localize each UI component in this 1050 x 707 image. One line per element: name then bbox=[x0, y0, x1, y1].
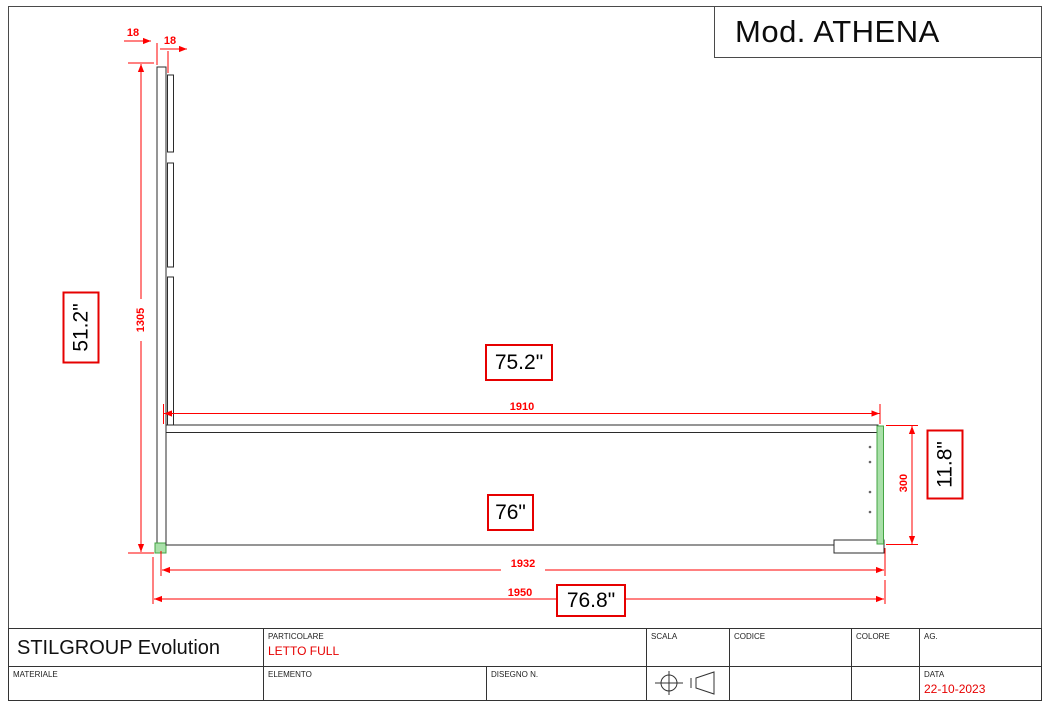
data-cell: DATA 22-10-2023 bbox=[919, 666, 1041, 700]
headboard-slat-bottom bbox=[167, 276, 174, 426]
dim-box-75-2in: 75.2" bbox=[485, 344, 553, 381]
dim-label-300: 300 bbox=[898, 473, 910, 493]
bed-base bbox=[165, 424, 885, 554]
right-leg bbox=[833, 539, 885, 554]
company-cell: STILGROUP Evolution bbox=[9, 629, 263, 666]
headboard-slat-top bbox=[167, 74, 174, 153]
dim-label-1932: 1932 bbox=[501, 557, 545, 571]
scala-label: SCALA bbox=[651, 632, 678, 641]
data-value: 22-10-2023 bbox=[924, 682, 986, 696]
projection-symbol-icon bbox=[655, 671, 715, 695]
colore-label: COLORE bbox=[856, 632, 890, 641]
colore-cell: COLORE bbox=[851, 629, 919, 666]
dim-box-76in: 76" bbox=[487, 494, 534, 531]
empty-cell-1 bbox=[729, 666, 851, 700]
elemento-cell: ELEMENTO bbox=[263, 666, 486, 700]
dim-box-76-8in: 76.8" bbox=[556, 584, 626, 617]
model-title: Mod. ATHENA bbox=[735, 14, 940, 49]
dim-label-18-right: 18 bbox=[163, 35, 177, 47]
dim-box-11-8in: 11.8" bbox=[926, 429, 964, 500]
ag-label: AG. bbox=[924, 632, 938, 641]
headboard-slat-middle bbox=[167, 162, 174, 268]
end-panel-green bbox=[876, 425, 884, 545]
materiale-cell: MATERIALE bbox=[9, 666, 263, 700]
codice-label: CODICE bbox=[734, 632, 766, 641]
title-block: STILGROUP Evolution PARTICOLARE LETTO FU… bbox=[8, 628, 1042, 701]
particolare-value: LETTO FULL bbox=[268, 644, 340, 658]
screw-hole bbox=[868, 510, 872, 514]
materiale-label: MATERIALE bbox=[13, 670, 58, 679]
screw-hole bbox=[868, 460, 872, 464]
dim-box-51-2in: 51.2" bbox=[62, 291, 100, 364]
ag-cell: AG. bbox=[919, 629, 1041, 666]
model-title-box: Mod. ATHENA bbox=[714, 6, 1042, 58]
particolare-label: PARTICOLARE bbox=[268, 632, 324, 641]
scala-cell: SCALA bbox=[646, 629, 729, 666]
data-label: DATA bbox=[924, 670, 945, 679]
dim-label-1305: 1305 bbox=[134, 299, 148, 341]
projection-symbol-cell bbox=[646, 666, 729, 700]
empty-cell-2 bbox=[851, 666, 919, 700]
screw-hole bbox=[868, 445, 872, 449]
dim-label-18-left: 18 bbox=[126, 27, 140, 39]
disegno-label: DISEGNO N. bbox=[491, 670, 539, 679]
elemento-label: ELEMENTO bbox=[268, 670, 312, 679]
dim-label-1910: 1910 bbox=[509, 401, 535, 413]
dim-label-1950: 1950 bbox=[507, 587, 533, 599]
company-name: STILGROUP Evolution bbox=[17, 637, 221, 659]
codice-cell: CODICE bbox=[729, 629, 851, 666]
screw-hole bbox=[868, 490, 872, 494]
headboard-panel bbox=[156, 66, 167, 554]
particolare-cell: PARTICOLARE LETTO FULL bbox=[263, 629, 646, 666]
headboard bbox=[156, 66, 174, 554]
disegno-cell: DISEGNO N. bbox=[486, 666, 646, 700]
